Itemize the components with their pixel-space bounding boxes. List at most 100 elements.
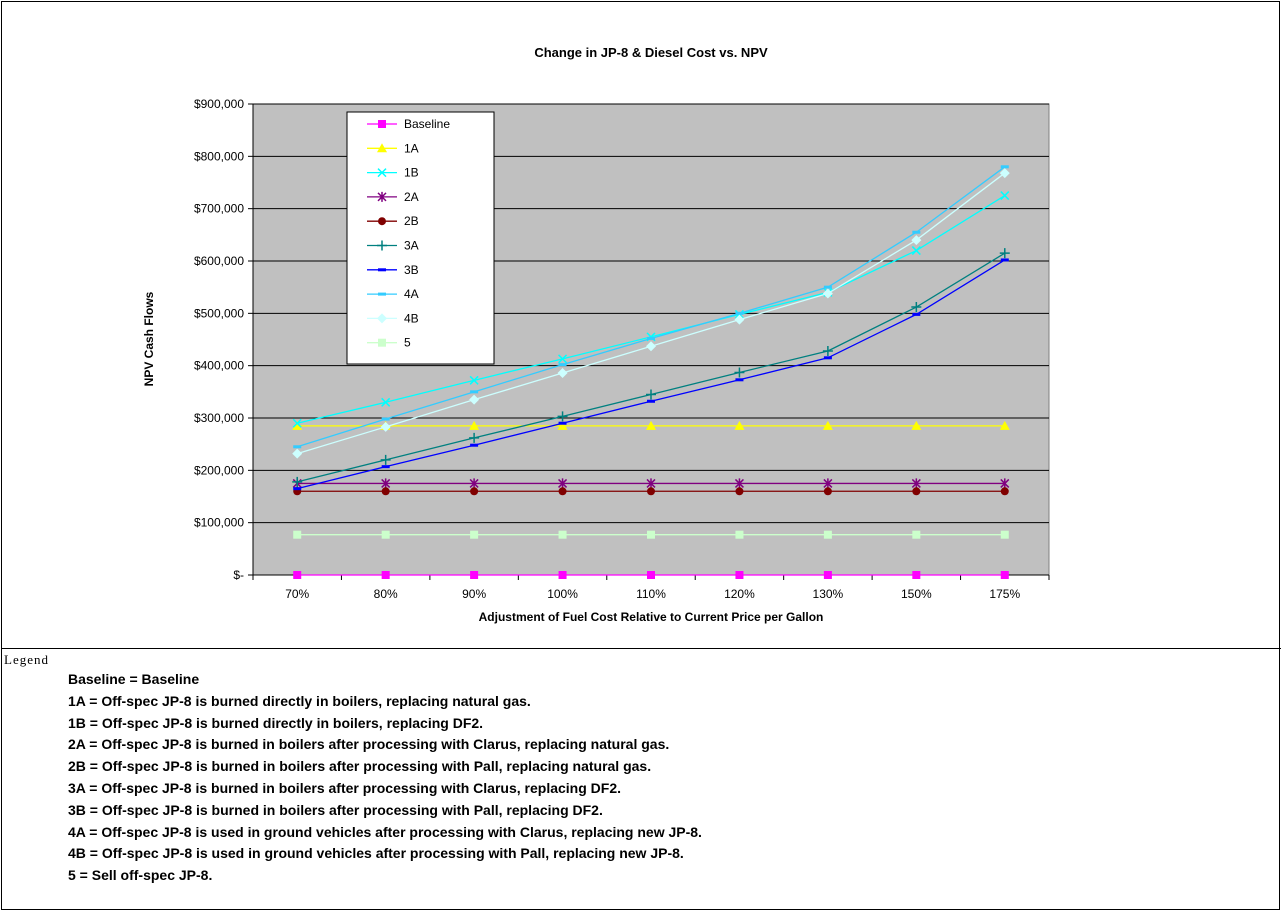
data-point [381,487,390,496]
legend-entry: Baseline [367,117,450,131]
data-point [1000,258,1009,262]
series-5 [293,530,1009,539]
data-point [823,487,832,496]
data-point [381,571,390,579]
chart-legend: Baseline 1A 1B 2A 2B 3A 3B 4A 4B 5 [346,111,495,365]
legend-entry: 4B [367,311,419,325]
y-tick-label: $200,000 [194,463,244,477]
legend-frame [346,111,495,365]
data-point [292,420,303,430]
data-point [470,571,479,579]
data-point [735,571,744,579]
data-point [381,478,391,489]
data-point [911,420,922,430]
data-point [470,487,479,496]
data-point [1000,487,1009,496]
legend-entry: 4A [367,287,419,301]
data-point [647,399,655,403]
x-tick-label: 80% [374,587,398,601]
data-point [912,530,921,539]
data-point [911,246,921,256]
data-point [558,363,567,367]
data-point [823,530,832,539]
legend-definitions: Baseline = Baseline 1A = Off-spec JP-8 i… [4,669,1264,887]
legend-line: 1A = Off-spec JP-8 is burned directly in… [68,692,531,709]
data-point [734,314,745,325]
data-point [470,390,479,394]
data-point [469,394,480,405]
data-point [381,465,390,469]
legend-swatch-marker [377,191,387,202]
chart-title: Change in JP-8 & Diesel Cost vs. NPV [534,45,768,60]
legend-entry: 2A [367,190,419,204]
legend-line: 2B = Off-spec JP-8 is burned in boilers … [68,758,652,775]
legend-line: Baseline = Baseline [68,671,200,687]
y-tick-label: $300,000 [194,411,244,425]
data-point [469,478,479,489]
legend-entry: 5 [367,336,411,350]
series-baseline [293,571,1009,579]
legend-entry-label: Baseline [404,117,450,131]
data-point [735,487,744,496]
y-tick-label: $700,000 [194,202,244,216]
legend-entry-label: 1B [404,166,419,180]
data-point [822,346,833,357]
legend-swatch-marker [377,313,387,324]
data-point [999,168,1010,179]
data-point [558,530,567,539]
data-point [646,478,656,489]
data-point [292,448,303,459]
y-tick-label: $900,000 [194,97,244,111]
data-point [735,530,744,539]
legend-entry: 2B [367,214,419,228]
y-tick-label: $100,000 [194,516,244,530]
series-1a [292,420,1010,430]
data-point [911,478,921,489]
x-tick-label: 110% [636,587,666,601]
data-point [380,421,391,432]
data-point [647,530,655,539]
legend-section: Legend Baseline = Baseline 1A = Off-spec… [4,651,1264,887]
legend-entry-label: 2A [404,190,419,204]
data-point [469,375,479,385]
data-point [381,397,391,407]
data-point [381,530,390,539]
data-point [822,288,833,299]
data-point [558,354,568,364]
data-point [557,367,568,378]
data-point [292,476,303,487]
data-point [912,571,921,579]
data-point [557,420,568,430]
x-tick-label: 130% [813,587,844,601]
data-point [647,487,655,496]
data-point [912,487,921,496]
data-point [823,571,832,579]
data-point [293,487,302,491]
data-point [469,432,480,443]
series-group [292,165,1010,579]
data-point [558,421,567,425]
legend-entry-label: 4A [404,287,419,301]
data-point [734,367,745,378]
legend-swatch-marker [378,268,386,272]
data-point [293,571,302,579]
x-tick-label: 150% [901,587,932,601]
data-point [735,378,744,382]
data-point [1000,571,1009,579]
legend-entry-label: 3A [404,239,419,253]
data-point [380,454,391,465]
data-point [735,311,744,315]
data-point [647,336,655,340]
legend-swatch-marker [377,240,387,251]
legend-line: 2A = Off-spec JP-8 is burned in boilers … [68,736,670,753]
legend-entry: 3A [367,239,419,253]
data-point [911,302,922,313]
x-tick-label: 175% [989,587,1020,601]
data-point [470,530,479,539]
x-axis-label: Adjustment of Fuel Cost Relative to Curr… [479,610,824,624]
data-point [558,571,567,579]
data-point [557,411,568,422]
legend-entry-label: 3B [404,263,419,277]
data-point [999,420,1010,430]
legend-entry: 1B [367,166,419,180]
